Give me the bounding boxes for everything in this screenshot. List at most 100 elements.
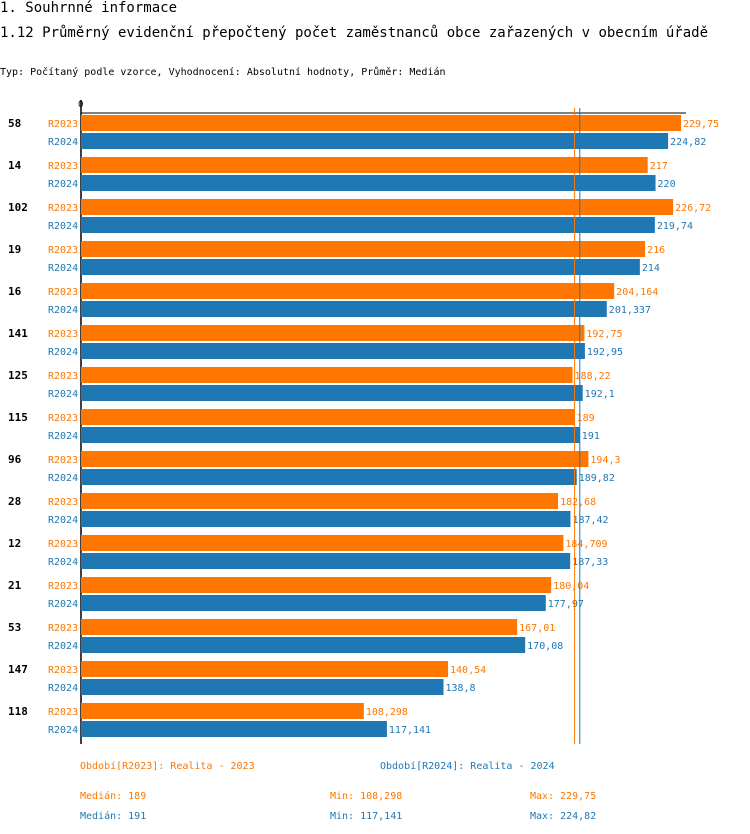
data-label-r2023: 167,01 (519, 623, 555, 634)
data-label-r2023: 216 (647, 245, 665, 256)
bar-r2024 (81, 259, 640, 275)
data-label-r2024: 187,42 (572, 515, 608, 526)
bar-r2023 (81, 241, 646, 257)
data-label-r2024: 214 (642, 263, 660, 274)
data-label-r2024: 192,1 (585, 389, 615, 400)
stat-min-r2023: Min: 108,298 (330, 791, 403, 802)
bar-r2024 (81, 427, 580, 443)
stat-max-r2023: Max: 229,75 (530, 791, 597, 802)
series-label-r2023: R2023 (48, 623, 78, 634)
series-label-r2023: R2023 (48, 203, 78, 214)
series-label-r2023: R2023 (48, 497, 78, 508)
bar-r2024 (81, 175, 656, 191)
category-label: 147 (8, 663, 28, 676)
data-label-r2024: 189,82 (579, 473, 615, 484)
series-label-r2023: R2023 (48, 329, 78, 340)
stat-min-r2024: Min: 117,141 (330, 811, 403, 822)
bar-r2024 (81, 553, 571, 569)
series-label-r2024: R2024 (48, 641, 78, 652)
series-label-r2023: R2023 (48, 371, 78, 382)
series-label-r2023: R2023 (48, 245, 78, 256)
bar-r2024 (81, 511, 571, 527)
data-label-r2023: 180,04 (553, 581, 589, 592)
series-label-r2024: R2024 (48, 599, 78, 610)
bar-r2024 (81, 637, 526, 653)
series-label-r2024: R2024 (48, 473, 78, 484)
series-label-r2023: R2023 (48, 707, 78, 718)
data-label-r2024: 138,8 (445, 683, 475, 694)
category-label: 58 (8, 117, 21, 130)
category-label: 102 (8, 201, 28, 214)
bar-r2023 (81, 619, 518, 635)
bar-r2024 (81, 595, 546, 611)
bar-r2024 (81, 301, 607, 317)
series-label-r2023: R2023 (48, 539, 78, 550)
chart-title: 1.12 Průměrný evidenční přepočtený počet… (0, 25, 709, 41)
series-label-r2023: R2023 (48, 581, 78, 592)
bar-r2024 (81, 469, 577, 485)
bar-r2023 (81, 199, 674, 215)
bar-r2024 (81, 721, 387, 737)
category-label: 19 (8, 243, 21, 256)
data-label-r2023: 226,72 (675, 203, 711, 214)
bar-r2023 (81, 409, 575, 425)
legend-r2024: Období[R2024]: Realita - 2024 (380, 761, 555, 772)
bar-r2023 (81, 493, 559, 509)
data-label-r2024: 177,97 (548, 599, 584, 610)
series-label-r2024: R2024 (48, 305, 78, 316)
category-label: 12 (8, 537, 21, 550)
stat-median-r2024: Medián: 191 (80, 811, 147, 822)
bar-r2023 (81, 661, 449, 677)
series-label-r2024: R2024 (48, 137, 78, 148)
series-label-r2024: R2024 (48, 179, 78, 190)
data-label-r2023: 108,298 (366, 707, 408, 718)
series-label-r2023: R2023 (48, 287, 78, 298)
data-label-r2024: 170,08 (527, 641, 563, 652)
data-label-r2023: 194,3 (590, 455, 620, 466)
data-label-r2023: 188,22 (575, 371, 611, 382)
series-label-r2023: R2023 (48, 455, 78, 466)
category-label: 16 (8, 285, 22, 298)
bar-r2023 (81, 703, 364, 719)
data-label-r2023: 140,54 (450, 665, 486, 676)
category-label: 96 (8, 453, 22, 466)
data-label-r2023: 184,709 (565, 539, 607, 550)
category-label: 28 (8, 495, 21, 508)
bar-r2023 (81, 283, 615, 299)
series-label-r2024: R2024 (48, 557, 78, 568)
data-label-r2023: 182,68 (560, 497, 596, 508)
stat-median-r2023: Medián: 189 (80, 791, 147, 802)
data-label-r2024: 191 (582, 431, 600, 442)
category-label: 14 (8, 159, 22, 172)
section-title: 1. Souhrnné informace (0, 0, 178, 16)
series-label-r2024: R2024 (48, 221, 78, 232)
bar-r2023 (81, 451, 589, 467)
data-label-r2024: 220 (658, 179, 676, 190)
chart-subtitle: Typ: Počítaný podle vzorce, Vyhodnocení:… (0, 67, 446, 78)
category-label: 53 (8, 621, 21, 634)
series-label-r2024: R2024 (48, 683, 78, 694)
data-label-r2024: 224,82 (670, 137, 706, 148)
series-label-r2023: R2023 (48, 413, 78, 424)
series-label-r2023: R2023 (48, 119, 78, 130)
bar-r2024 (81, 343, 585, 359)
category-label: 118 (8, 705, 28, 718)
series-label-r2024: R2024 (48, 725, 78, 736)
bar-r2023 (81, 577, 552, 593)
data-label-r2023: 189 (577, 413, 595, 424)
data-label-r2023: 229,75 (683, 119, 719, 130)
data-label-r2024: 187,33 (572, 557, 608, 568)
category-label: 141 (8, 327, 28, 340)
data-label-r2024: 219,74 (657, 221, 693, 232)
bar-r2023 (81, 115, 681, 131)
category-label: 21 (8, 579, 22, 592)
bar-r2024 (81, 679, 444, 695)
data-label-r2024: 117,141 (389, 725, 431, 736)
data-label-r2023: 204,164 (616, 287, 658, 298)
bar-r2024 (81, 133, 669, 149)
bar-r2024 (81, 385, 583, 401)
series-label-r2024: R2024 (48, 389, 78, 400)
data-label-r2024: 192,95 (587, 347, 623, 358)
legend-r2023: Období[R2023]: Realita - 2023 (80, 761, 255, 772)
series-label-r2024: R2024 (48, 431, 78, 442)
